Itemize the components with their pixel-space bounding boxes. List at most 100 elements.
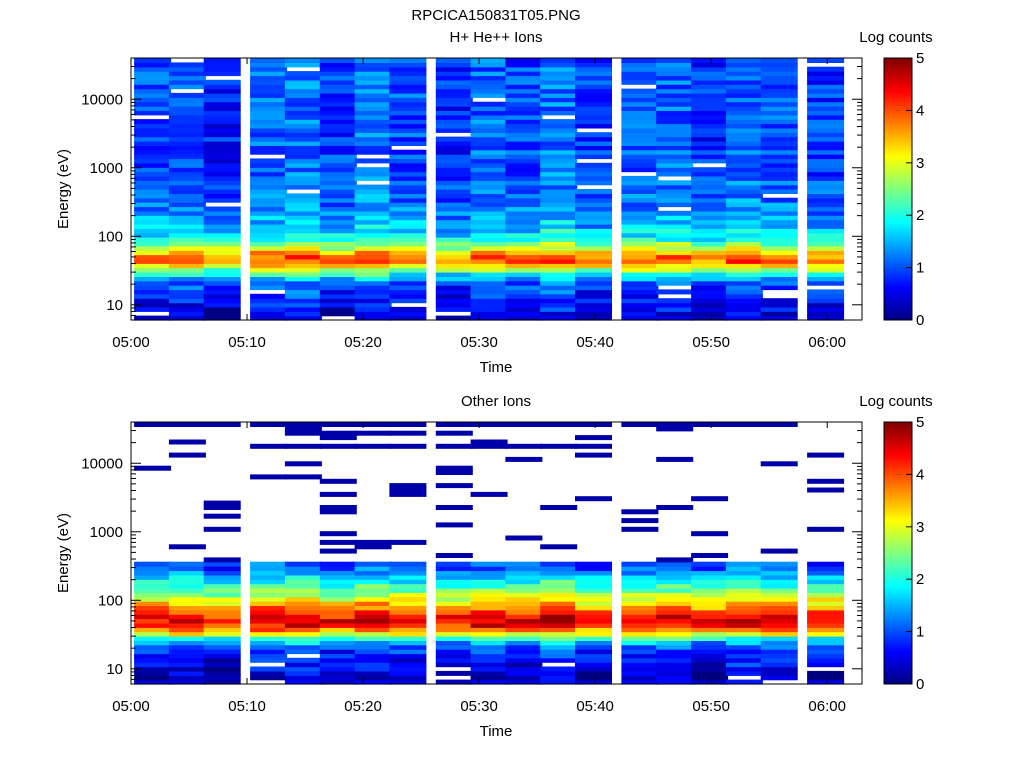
spectrogram-cell bbox=[203, 657, 241, 663]
spectrogram-cell bbox=[725, 162, 763, 168]
spectrogram-cell bbox=[389, 289, 427, 295]
spectrogram-cell bbox=[319, 171, 357, 177]
spectrogram-cell bbox=[540, 566, 578, 572]
spectrogram-cell bbox=[505, 66, 543, 72]
spectrogram-cell bbox=[691, 566, 729, 572]
spectrogram-cell bbox=[168, 245, 206, 251]
spectrogram-cell bbox=[134, 71, 172, 77]
spectrogram-cell bbox=[691, 66, 729, 72]
spectrogram-cell bbox=[435, 289, 473, 295]
colorbar-swatch bbox=[884, 442, 912, 447]
spectrogram-cell bbox=[250, 145, 288, 151]
spectrogram-cell bbox=[575, 193, 612, 199]
spectrogram-cell bbox=[435, 193, 473, 199]
spectrogram-cell bbox=[691, 662, 729, 668]
spectrogram-cell bbox=[807, 219, 845, 225]
spectrogram-cell bbox=[575, 675, 612, 681]
spectrogram-cell bbox=[656, 62, 694, 68]
spectrogram-cell bbox=[760, 583, 798, 589]
spectrogram-cell bbox=[389, 232, 427, 238]
spectrogram-cell bbox=[621, 670, 659, 676]
spectrogram-cell bbox=[760, 175, 798, 181]
spectrogram-cell bbox=[760, 145, 798, 151]
spectrogram-cell bbox=[575, 605, 612, 611]
spectrogram-cell bbox=[621, 614, 659, 620]
spectrogram-cell bbox=[470, 670, 508, 676]
spectrogram-cell bbox=[284, 636, 322, 641]
spectrogram-cell bbox=[134, 657, 172, 663]
spectrogram-cell bbox=[505, 254, 543, 260]
spectrogram-cell bbox=[691, 640, 729, 646]
spectrogram-cell bbox=[691, 267, 729, 273]
spectrogram-cell bbox=[284, 583, 322, 589]
spectrogram-cell bbox=[656, 162, 694, 168]
spectrogram-cell bbox=[168, 601, 206, 606]
spectrogram-cell bbox=[168, 272, 206, 277]
spectrogram-cell bbox=[134, 605, 172, 611]
spectrogram-cell bbox=[725, 114, 763, 120]
spectrogram-cell bbox=[621, 583, 659, 589]
colorbar-swatch bbox=[884, 600, 912, 604]
spectrogram-cell bbox=[319, 88, 357, 94]
spectrogram-cell bbox=[319, 101, 357, 107]
spectrogram-cell bbox=[760, 66, 798, 72]
spectrogram-cell bbox=[389, 618, 427, 624]
spectrogram-cell bbox=[807, 293, 845, 299]
spectrogram-cell bbox=[435, 219, 473, 225]
spectrogram-cell bbox=[505, 640, 543, 646]
spectrogram-cell bbox=[250, 293, 288, 299]
colorbar-swatch bbox=[884, 448, 912, 452]
spectrogram-cell bbox=[505, 587, 543, 593]
spectrogram-cell bbox=[621, 245, 659, 251]
spectrogram-cell bbox=[319, 254, 357, 260]
spectrogram-cell bbox=[575, 315, 612, 321]
colorbar-swatch bbox=[884, 199, 912, 203]
spectrogram-cell bbox=[250, 596, 288, 602]
spectrogram-cell bbox=[505, 456, 543, 462]
spectrogram-cell bbox=[435, 609, 473, 615]
spectrogram-cell bbox=[250, 202, 288, 208]
spectrogram-cell bbox=[435, 587, 473, 593]
spectrogram-cell bbox=[354, 145, 392, 151]
spectrogram-cell bbox=[203, 622, 241, 628]
spectrogram-cell bbox=[250, 254, 288, 260]
spectrogram-cell bbox=[540, 574, 578, 580]
spectrogram-cell bbox=[621, 311, 659, 317]
spectrogram-cell bbox=[725, 132, 763, 138]
spectrogram-cell bbox=[319, 627, 357, 633]
colorbar-swatch bbox=[884, 558, 912, 562]
spectrogram-cell bbox=[725, 592, 763, 598]
spectrogram-cell bbox=[134, 285, 172, 291]
colorbar-swatch bbox=[884, 212, 912, 216]
spectrogram-cell bbox=[470, 311, 508, 317]
spectrogram-cell bbox=[284, 250, 322, 256]
spectrogram-cell bbox=[250, 101, 288, 107]
spectrogram-cell bbox=[575, 636, 612, 641]
spectrogram-cell bbox=[656, 675, 694, 681]
spectrogram-cell bbox=[319, 158, 357, 164]
spectrogram-cell bbox=[354, 223, 392, 229]
spectrogram-cell bbox=[354, 215, 392, 221]
colorbar-swatch bbox=[884, 139, 912, 143]
spectrogram-cell bbox=[575, 202, 612, 208]
spectrogram-cell bbox=[760, 189, 798, 194]
spectrogram-cell bbox=[760, 258, 798, 264]
colorbar-swatch bbox=[884, 636, 912, 640]
spectrogram-cell bbox=[134, 679, 172, 685]
spectrogram-cell bbox=[389, 162, 427, 168]
spectrogram-cell bbox=[389, 106, 427, 111]
colorbar-swatch bbox=[884, 647, 912, 651]
spectrogram-cell bbox=[319, 293, 357, 299]
colorbar-tick-label: 5 bbox=[916, 50, 924, 67]
spectrogram-cell bbox=[540, 245, 578, 251]
spectrogram-cell bbox=[725, 58, 763, 63]
spectrogram-cell bbox=[134, 601, 172, 606]
spectrogram-cell bbox=[575, 592, 612, 598]
spectrogram-cell bbox=[760, 250, 798, 256]
colorbar-swatch bbox=[884, 175, 912, 180]
spectrogram-cell bbox=[389, 149, 427, 155]
spectrogram-cell bbox=[435, 258, 473, 264]
spectrogram-cell bbox=[656, 644, 694, 650]
spectrogram-cell bbox=[389, 272, 427, 277]
spectrogram-cell bbox=[284, 443, 322, 449]
